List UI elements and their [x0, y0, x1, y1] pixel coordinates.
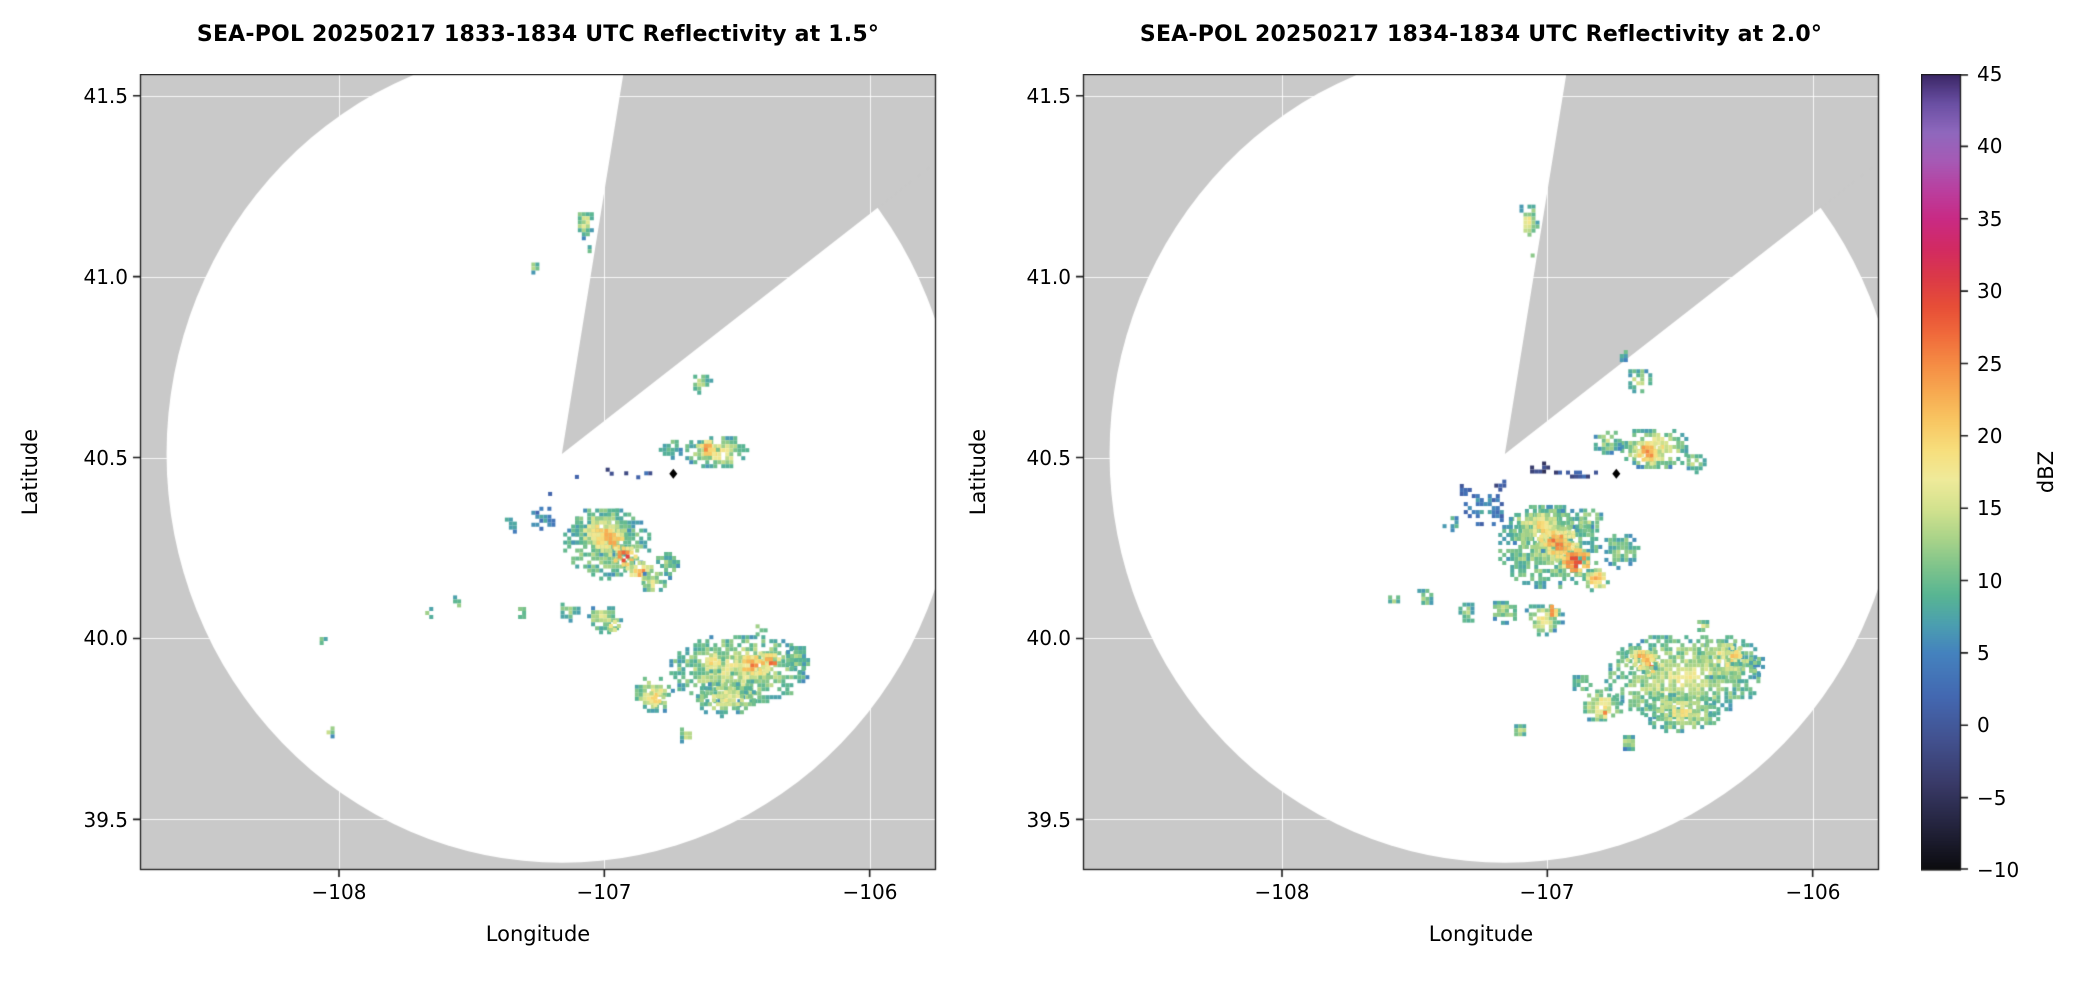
x-tick-label: −107: [576, 880, 632, 904]
colorbar-tick-label: −10: [1977, 858, 2020, 882]
colorbar-tick-label: 10: [1977, 569, 2003, 593]
colorbar-gradient: [1921, 74, 1969, 874]
colorbar-tick-label: 5: [1977, 641, 1990, 665]
y-tick-label: 39.5: [83, 808, 128, 832]
y-tick-label: 40.5: [1026, 446, 1071, 470]
y-tick-label: 40.0: [83, 626, 128, 650]
x-tick-label: −106: [842, 880, 898, 904]
colorbar-tick-label: 15: [1977, 496, 2003, 520]
colorbar-tick-label: 30: [1977, 279, 2003, 303]
y-axis-label: Latitude: [18, 428, 42, 516]
colorbar-tick-label: 25: [1977, 352, 2003, 376]
y-tick-label: 40.0: [1026, 626, 1071, 650]
x-axis-label: Longitude: [1428, 922, 1534, 946]
colorbar-tick-label: 35: [1977, 207, 2003, 231]
y-tick-label: 40.5: [83, 446, 128, 470]
panel-1-title: SEA-POL 20250217 1833-1834 UTC Reflectiv…: [196, 22, 880, 47]
y-tick-label: 41.0: [1026, 265, 1071, 289]
y-tick-label: 41.0: [83, 265, 128, 289]
x-tick-label: −108: [311, 880, 367, 904]
y-tick-label: 39.5: [1026, 808, 1071, 832]
x-tick-label: −106: [1785, 880, 1841, 904]
colorbar-tick-label: 20: [1977, 424, 2003, 448]
x-axis-label: Longitude: [485, 922, 591, 946]
x-tick-label: −108: [1254, 880, 1310, 904]
colorbar-tick-label: 0: [1977, 713, 1990, 737]
reflectivity-map-panel-1: [130, 74, 942, 880]
colorbar-tick-label: 45: [1977, 62, 2003, 86]
colorbar-axis-label: dBZ: [2034, 450, 2058, 494]
panel-2-title: SEA-POL 20250217 1834-1834 UTC Reflectiv…: [1139, 22, 1823, 47]
colorbar-tick-label: −5: [1977, 786, 2007, 810]
reflectivity-map-panel-2: [1073, 74, 1885, 880]
y-tick-label: 41.5: [1026, 84, 1071, 108]
y-axis-label: Latitude: [966, 428, 990, 516]
x-tick-label: −107: [1519, 880, 1575, 904]
colorbar-tick-label: 40: [1977, 134, 2003, 158]
y-tick-label: 41.5: [83, 84, 128, 108]
